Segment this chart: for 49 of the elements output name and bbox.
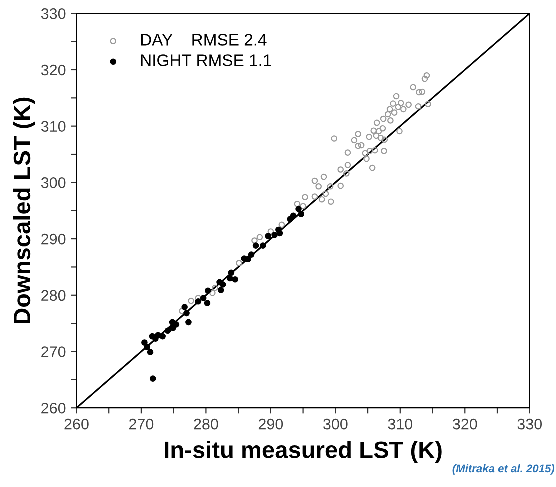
x-tick-label: 300 bbox=[324, 418, 348, 430]
point bbox=[296, 206, 302, 212]
x-tick-label: 270 bbox=[129, 418, 154, 430]
point bbox=[265, 233, 272, 240]
point bbox=[248, 252, 255, 258]
x-tick-label: 280 bbox=[194, 418, 218, 430]
y-tick-label: 290 bbox=[42, 234, 66, 245]
point bbox=[220, 282, 226, 288]
point bbox=[298, 211, 305, 218]
x-tick-label: 320 bbox=[452, 418, 478, 430]
point bbox=[142, 340, 148, 346]
point bbox=[260, 242, 266, 249]
y-axis-title: Downscaled LST (K) bbox=[13, 98, 36, 324]
point bbox=[218, 287, 224, 294]
point bbox=[204, 300, 211, 306]
point bbox=[164, 328, 172, 334]
y-tick-label: 300 bbox=[41, 178, 66, 188]
x-tick-label: 260 bbox=[64, 418, 89, 430]
point bbox=[195, 298, 202, 305]
point bbox=[147, 349, 154, 356]
legend-label: NIGHT RMSE 1.1 bbox=[141, 54, 272, 66]
point bbox=[160, 333, 166, 340]
point bbox=[290, 212, 297, 220]
point bbox=[204, 288, 212, 294]
point bbox=[173, 322, 180, 328]
y-tick-label: 330 bbox=[41, 8, 66, 20]
point bbox=[276, 230, 284, 237]
point bbox=[228, 270, 235, 276]
y-tick-label: 320 bbox=[41, 64, 66, 76]
y-tick-label: 270 bbox=[42, 346, 66, 358]
x-tick-label: 310 bbox=[388, 418, 413, 430]
point bbox=[150, 376, 156, 382]
x-axis-title: In-situ measured LST (K) bbox=[165, 441, 442, 464]
legend-label: DAY RMSE 2.4 bbox=[141, 34, 267, 46]
text: (Mitraka et al. 2015) bbox=[452, 464, 555, 475]
point bbox=[200, 295, 207, 302]
point bbox=[186, 319, 192, 326]
point bbox=[252, 242, 260, 249]
x-tick-label: 290 bbox=[258, 418, 284, 430]
y-tick-label: 260 bbox=[42, 402, 66, 414]
x-tick-label: 330 bbox=[518, 418, 542, 430]
point bbox=[272, 232, 278, 238]
point bbox=[226, 275, 234, 282]
point bbox=[182, 304, 188, 310]
y-tick-label: 280 bbox=[42, 290, 66, 302]
point bbox=[144, 344, 150, 350]
point bbox=[184, 310, 190, 317]
point bbox=[232, 276, 238, 283]
y-tick-label: 310 bbox=[41, 121, 66, 132]
